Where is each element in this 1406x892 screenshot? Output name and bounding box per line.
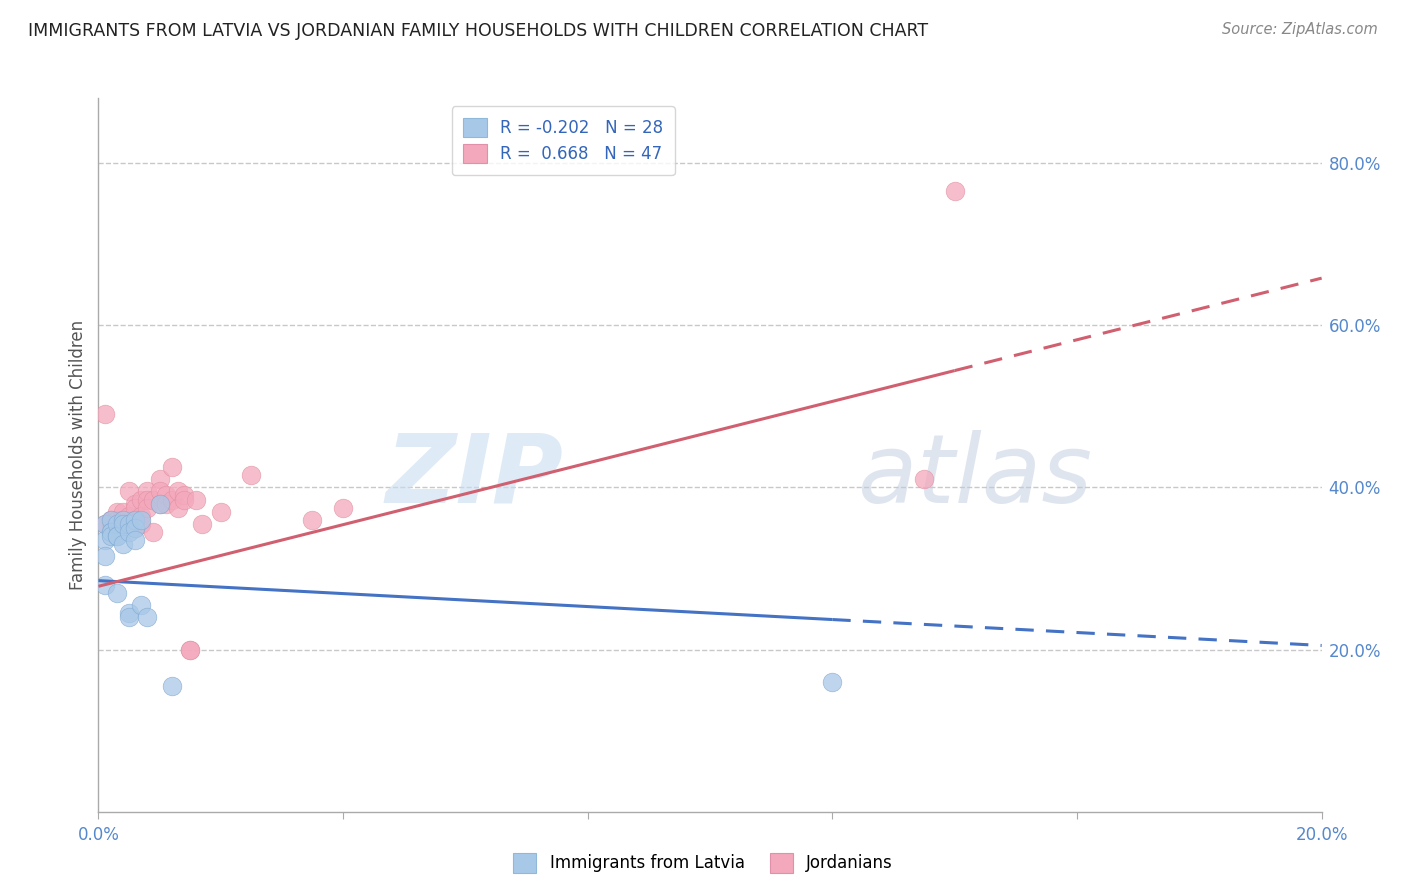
Point bbox=[149, 497, 172, 511]
Point bbox=[136, 500, 159, 515]
Point bbox=[93, 516, 115, 531]
Point bbox=[93, 516, 115, 531]
Point bbox=[100, 516, 122, 531]
Point bbox=[100, 513, 122, 527]
Point bbox=[118, 516, 141, 531]
Point bbox=[124, 521, 146, 535]
Point bbox=[111, 516, 134, 531]
Point bbox=[821, 675, 844, 690]
Point bbox=[943, 185, 966, 199]
Point bbox=[136, 610, 159, 624]
Point bbox=[111, 513, 134, 527]
Point bbox=[100, 513, 122, 527]
Point bbox=[118, 606, 141, 620]
Point bbox=[912, 472, 935, 486]
Point bbox=[240, 468, 263, 483]
Text: IMMIGRANTS FROM LATVIA VS JORDANIAN FAMILY HOUSEHOLDS WITH CHILDREN CORRELATION : IMMIGRANTS FROM LATVIA VS JORDANIAN FAMI… bbox=[28, 22, 928, 40]
Point bbox=[118, 524, 141, 539]
Point bbox=[105, 586, 128, 600]
Point bbox=[160, 492, 183, 507]
Point bbox=[118, 610, 141, 624]
Point bbox=[160, 679, 183, 693]
Point bbox=[142, 492, 165, 507]
Point bbox=[118, 516, 141, 531]
Point bbox=[93, 549, 115, 564]
Point bbox=[209, 505, 232, 519]
Point bbox=[118, 484, 141, 499]
Point bbox=[173, 492, 195, 507]
Y-axis label: Family Households with Children: Family Households with Children bbox=[69, 320, 87, 590]
Point bbox=[105, 513, 128, 527]
Point bbox=[155, 497, 177, 511]
Point bbox=[149, 484, 172, 499]
Point bbox=[118, 508, 141, 523]
Point bbox=[129, 508, 152, 523]
Point bbox=[105, 516, 128, 531]
Point bbox=[332, 500, 354, 515]
Point bbox=[105, 505, 128, 519]
Point bbox=[105, 516, 128, 531]
Point bbox=[111, 516, 134, 531]
Legend: Immigrants from Latvia, Jordanians: Immigrants from Latvia, Jordanians bbox=[506, 847, 900, 880]
Point bbox=[124, 513, 146, 527]
Point bbox=[129, 598, 152, 612]
Point bbox=[124, 533, 146, 547]
Point bbox=[129, 516, 152, 531]
Point bbox=[149, 472, 172, 486]
Point bbox=[155, 488, 177, 502]
Point bbox=[149, 497, 172, 511]
Point bbox=[111, 513, 134, 527]
Point bbox=[136, 484, 159, 499]
Point bbox=[100, 513, 122, 527]
Point bbox=[179, 642, 201, 657]
Text: ZIP: ZIP bbox=[385, 430, 564, 523]
Point bbox=[301, 513, 323, 527]
Point bbox=[105, 529, 128, 543]
Point bbox=[124, 500, 146, 515]
Point bbox=[124, 513, 146, 527]
Point bbox=[129, 513, 152, 527]
Point bbox=[142, 524, 165, 539]
Point bbox=[179, 642, 201, 657]
Point bbox=[111, 505, 134, 519]
Point bbox=[129, 492, 152, 507]
Text: Source: ZipAtlas.com: Source: ZipAtlas.com bbox=[1222, 22, 1378, 37]
Legend: R = -0.202   N = 28, R =  0.668   N = 47: R = -0.202 N = 28, R = 0.668 N = 47 bbox=[451, 106, 675, 175]
Point bbox=[167, 500, 190, 515]
Point bbox=[186, 492, 208, 507]
Text: atlas: atlas bbox=[856, 430, 1092, 523]
Point bbox=[93, 533, 115, 547]
Point bbox=[191, 516, 214, 531]
Point bbox=[173, 488, 195, 502]
Point bbox=[160, 460, 183, 475]
Point bbox=[100, 524, 122, 539]
Point bbox=[93, 408, 115, 422]
Point bbox=[111, 537, 134, 551]
Point bbox=[167, 484, 190, 499]
Point bbox=[124, 497, 146, 511]
Point bbox=[124, 521, 146, 535]
Point bbox=[100, 524, 122, 539]
Point bbox=[100, 529, 122, 543]
Point bbox=[136, 492, 159, 507]
Point bbox=[105, 529, 128, 543]
Point bbox=[93, 577, 115, 591]
